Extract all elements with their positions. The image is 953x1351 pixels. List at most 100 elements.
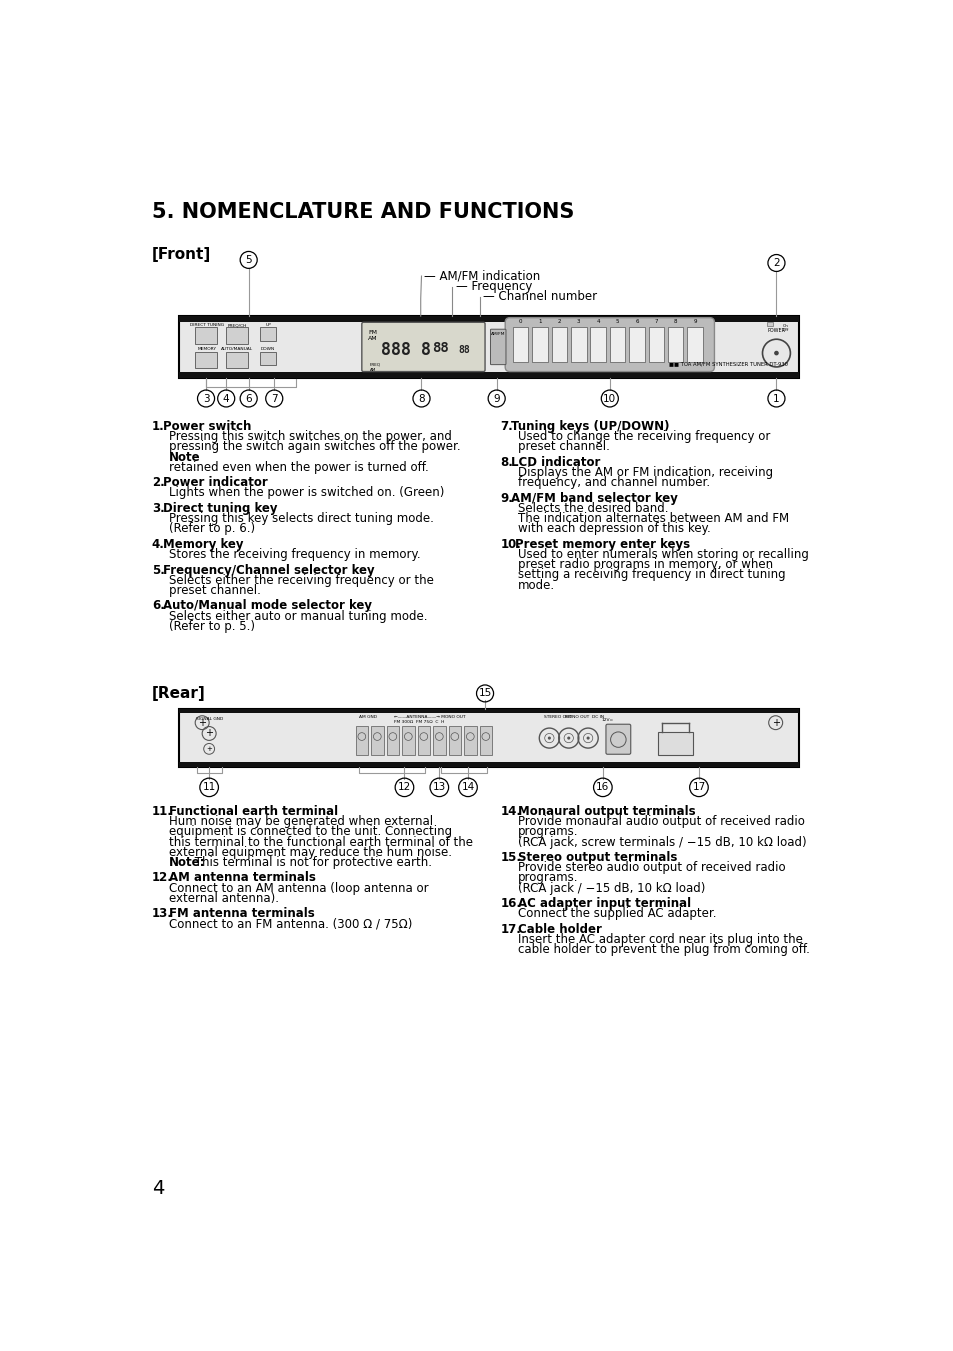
Text: FM 300Ω  FM 75Ω  C  H: FM 300Ω FM 75Ω C H (394, 720, 444, 724)
Text: Hum noise may be generated when external: Hum noise may be generated when external (169, 815, 433, 828)
Text: 88: 88 (457, 346, 470, 355)
Bar (513, 327, 528, 362)
Text: This terminal is not for protective earth.: This terminal is not for protective eart… (192, 857, 432, 869)
Bar (371, 725, 383, 755)
Text: MONO OUT: MONO OUT (564, 715, 589, 719)
Text: 7.: 7. (500, 420, 513, 434)
Text: AUTO/MANUAL: AUTO/MANUAL (221, 347, 253, 351)
Bar (260, 351, 275, 365)
Text: external antenna).: external antenna). (169, 892, 278, 905)
Text: 7: 7 (271, 393, 277, 404)
Text: FM: FM (368, 330, 376, 335)
Bar (417, 725, 430, 755)
Text: UP: UP (265, 323, 271, 327)
Text: MEMORY: MEMORY (197, 347, 216, 351)
Text: 1: 1 (772, 393, 779, 404)
Text: Lights when the power is switched on. (Green): Lights when the power is switched on. (G… (169, 486, 444, 500)
Text: AM: AM (369, 367, 375, 372)
Text: Monaural output terminals: Monaural output terminals (517, 805, 695, 819)
Text: Provide monaural audio output of received radio: Provide monaural audio output of receive… (517, 815, 803, 828)
Text: external equipment may reduce the hum noise.: external equipment may reduce the hum no… (169, 846, 452, 859)
Text: 9: 9 (693, 319, 696, 324)
Text: AM GND: AM GND (359, 715, 377, 719)
Bar (686, 327, 702, 362)
Text: 3: 3 (203, 393, 209, 404)
Text: 12: 12 (397, 782, 411, 792)
Bar (226, 351, 248, 369)
Text: — Frequency: — Frequency (456, 281, 532, 293)
Text: 17: 17 (692, 782, 705, 792)
Text: FREQ/CH: FREQ/CH (227, 323, 247, 327)
Bar (179, 316, 798, 378)
Text: Pressing this key selects direct tuning mode.: Pressing this key selects direct tuning … (169, 512, 434, 526)
Text: 888 8: 888 8 (380, 340, 431, 359)
Bar (479, 725, 492, 755)
Text: 8: 8 (417, 393, 424, 404)
Text: 2: 2 (558, 319, 560, 324)
Text: +: + (206, 746, 212, 753)
Text: 10: 10 (602, 393, 616, 404)
Text: +: + (205, 728, 213, 739)
Text: 4.: 4. (152, 538, 165, 551)
Circle shape (547, 736, 550, 739)
Text: 6: 6 (245, 393, 252, 404)
Text: 17.: 17. (500, 923, 521, 936)
Text: cable holder to prevent the plug from coming off.: cable holder to prevent the plug from co… (517, 943, 809, 957)
Text: 4: 4 (223, 393, 230, 404)
Bar (433, 725, 445, 755)
Text: preset channel.: preset channel. (517, 440, 609, 454)
Bar (179, 762, 798, 766)
Text: this terminal to the functional earth terminal of the: this terminal to the functional earth te… (169, 835, 473, 848)
Text: 2.: 2. (152, 477, 164, 489)
Text: equipment is connected to the unit. Connecting: equipment is connected to the unit. Conn… (169, 825, 452, 839)
Text: 9.: 9. (500, 492, 513, 505)
Text: Note: Note (169, 451, 200, 463)
Text: [Rear]: [Rear] (152, 686, 205, 701)
Text: Direct tuning key: Direct tuning key (162, 503, 277, 515)
Text: Used to change the receiving frequency or: Used to change the receiving frequency o… (517, 430, 769, 443)
Text: Note:: Note: (169, 857, 205, 869)
Text: Memory key: Memory key (162, 538, 243, 551)
Text: AM: AM (368, 336, 377, 342)
Text: LCD indicator: LCD indicator (511, 455, 600, 469)
Text: ■■ TOA AM/FM SYNTHESIZER TUNER DT-930: ■■ TOA AM/FM SYNTHESIZER TUNER DT-930 (669, 361, 788, 366)
Text: 7: 7 (654, 319, 658, 324)
Text: DOWN: DOWN (261, 347, 274, 351)
Text: Power indicator: Power indicator (162, 477, 267, 489)
Text: ←——ANTENNA——→ MONO OUT: ←——ANTENNA——→ MONO OUT (394, 715, 465, 719)
Text: Used to enter numerals when storing or recalling: Used to enter numerals when storing or r… (517, 549, 807, 561)
Bar (448, 725, 460, 755)
Text: mode.: mode. (517, 578, 554, 592)
Text: 3: 3 (577, 319, 580, 324)
Text: Power switch: Power switch (162, 420, 251, 434)
Text: Stereo output terminals: Stereo output terminals (517, 851, 677, 865)
Bar (179, 709, 798, 713)
Bar (195, 351, 216, 369)
Text: frequency, and channel number.: frequency, and channel number. (517, 477, 709, 489)
Bar (195, 327, 216, 345)
Text: 1.: 1. (152, 420, 164, 434)
Circle shape (586, 736, 589, 739)
Text: DC IN: DC IN (592, 715, 603, 719)
Text: 5.: 5. (152, 563, 165, 577)
Text: (RCA jack / −15 dB, 10 kΩ load): (RCA jack / −15 dB, 10 kΩ load) (517, 882, 704, 894)
Text: The indication alternates between AM and FM: The indication alternates between AM and… (517, 512, 788, 526)
Text: 0: 0 (518, 319, 522, 324)
Text: — AM/FM indication: — AM/FM indication (423, 270, 539, 282)
Text: DIRECT TUNING: DIRECT TUNING (190, 323, 224, 327)
Text: Displays the AM or FM indication, receiving: Displays the AM or FM indication, receiv… (517, 466, 772, 480)
Bar (402, 725, 415, 755)
Text: setting a receiving frequency in direct tuning: setting a receiving frequency in direct … (517, 569, 784, 581)
Bar (648, 327, 663, 362)
Bar (386, 725, 398, 755)
Text: 4: 4 (152, 1178, 164, 1197)
Text: 12V=: 12V= (600, 719, 613, 721)
Bar (532, 327, 547, 362)
Text: +: + (771, 717, 779, 728)
Text: 11: 11 (202, 782, 215, 792)
Bar (179, 373, 798, 378)
Bar (667, 327, 682, 362)
Bar (590, 327, 605, 362)
Text: 1: 1 (537, 319, 541, 324)
Text: Selects either the receiving frequency or the: Selects either the receiving frequency o… (169, 574, 434, 586)
